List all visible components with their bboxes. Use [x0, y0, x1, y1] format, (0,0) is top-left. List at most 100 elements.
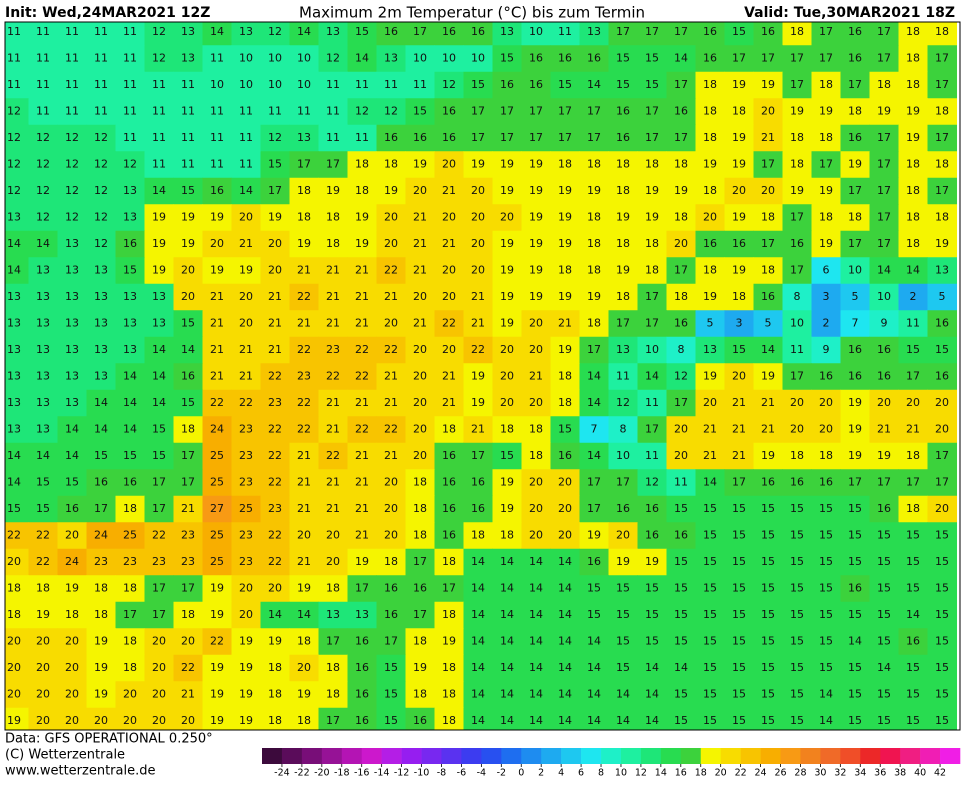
temperature-cell	[753, 363, 783, 391]
temperature-label: 7	[852, 317, 859, 330]
temperature-label: 15	[616, 52, 630, 65]
temperature-cell	[724, 601, 754, 629]
temperature-label: 21	[703, 449, 717, 462]
temperature-label: 13	[94, 290, 108, 303]
temperature-label: 14	[210, 25, 224, 38]
temperature-label: 19	[703, 158, 717, 171]
temperature-label: 17	[326, 158, 340, 171]
temperature-label: 16	[442, 105, 456, 118]
temperature-label: 17	[558, 131, 572, 144]
temperature-cell	[927, 204, 957, 232]
temperature-label: 16	[442, 25, 456, 38]
temperature-cell	[695, 257, 725, 285]
temperature-label: 18	[268, 714, 282, 727]
temperature-label: 23	[239, 529, 253, 542]
temperature-label: 18	[616, 290, 630, 303]
temperature-cell	[898, 177, 928, 205]
colorbar-label: -18	[334, 768, 350, 779]
temperature-label: 17	[616, 317, 630, 330]
temperature-cell	[927, 601, 957, 629]
temperature-label: 23	[239, 555, 253, 568]
temperature-cell	[260, 336, 290, 364]
temperature-label: 22	[268, 529, 282, 542]
temperature-cell	[811, 522, 841, 550]
temperature-cell	[173, 363, 203, 391]
temperature-cell	[115, 204, 145, 232]
temperature-label: 18	[935, 211, 949, 224]
temperature-label: 20	[500, 396, 514, 409]
temperature-cell	[927, 230, 957, 258]
temperature-label: 25	[210, 529, 224, 542]
temperature-label: 17	[645, 25, 659, 38]
temperature-cell	[869, 628, 899, 656]
temperature-cell	[57, 522, 87, 550]
temperature-label: 8	[620, 423, 627, 436]
temperature-cell	[318, 442, 348, 470]
temperature-cell	[28, 416, 58, 444]
temperature-cell	[869, 469, 899, 497]
temperature-label: 17	[123, 608, 137, 621]
temperature-label: 20	[761, 184, 775, 197]
colorbar-swatch	[581, 748, 602, 764]
temperature-label: 12	[65, 158, 79, 171]
temperature-cell	[318, 336, 348, 364]
temperature-label: 18	[413, 635, 427, 648]
temperature-cell	[869, 548, 899, 576]
temperature-cell	[260, 22, 290, 46]
temperature-label: 20	[471, 184, 485, 197]
colorbar-swatch	[501, 748, 522, 764]
colorbar-label: 38	[894, 768, 906, 779]
temperature-cell	[434, 257, 464, 285]
temperature-cell	[637, 548, 667, 576]
temperature-label: 16	[413, 714, 427, 727]
temperature-label: 19	[471, 370, 485, 383]
temperature-cell	[753, 204, 783, 232]
temperature-cell	[927, 495, 957, 523]
temperature-cell	[376, 71, 406, 99]
temperature-label: 17	[616, 476, 630, 489]
temperature-label: 15	[413, 105, 427, 118]
temperature-label: 17	[181, 476, 195, 489]
temperature-label: 17	[819, 158, 833, 171]
temperature-label: 17	[587, 105, 601, 118]
temperature-label: 14	[94, 423, 108, 436]
temperature-label: 18	[123, 502, 137, 515]
temperature-label: 16	[442, 131, 456, 144]
temperature-label: 18	[906, 449, 920, 462]
temperature-label: 21	[326, 290, 340, 303]
temperature-cell	[550, 336, 580, 364]
temperature-label: 19	[674, 184, 688, 197]
temperature-cell	[144, 336, 174, 364]
temperature-label: 18	[413, 529, 427, 542]
temperature-label: 17	[587, 131, 601, 144]
temperature-label: 12	[7, 131, 21, 144]
temperature-cell	[202, 151, 232, 179]
temperature-label: 14	[36, 237, 50, 250]
temperature-label: 12	[268, 131, 282, 144]
temperature-label: 14	[152, 184, 166, 197]
temperature-label: 21	[413, 317, 427, 330]
temperature-label: 17	[645, 317, 659, 330]
temperature-cell	[115, 71, 145, 99]
temperature-label: 21	[384, 290, 398, 303]
temperature-label: 21	[761, 396, 775, 409]
temperature-cell	[492, 601, 522, 629]
temperature-label: 17	[819, 25, 833, 38]
temperature-cell	[434, 522, 464, 550]
temperature-cell	[869, 575, 899, 603]
temperature-label: 19	[500, 237, 514, 250]
temperature-cell	[666, 548, 696, 576]
temperature-label: 19	[500, 502, 514, 515]
temperature-label: 17	[848, 476, 862, 489]
temperature-cell	[260, 469, 290, 497]
temperature-cell	[115, 628, 145, 656]
temperature-label: 19	[906, 131, 920, 144]
temperature-cell	[753, 416, 783, 444]
temperature-label: 21	[355, 502, 369, 515]
temperature-cell	[666, 495, 696, 523]
temperature-cell	[492, 681, 522, 709]
temperature-label: 16	[442, 449, 456, 462]
temperature-label: 16	[587, 555, 601, 568]
temperature-cell	[898, 45, 928, 73]
temperature-label: 15	[36, 476, 50, 489]
